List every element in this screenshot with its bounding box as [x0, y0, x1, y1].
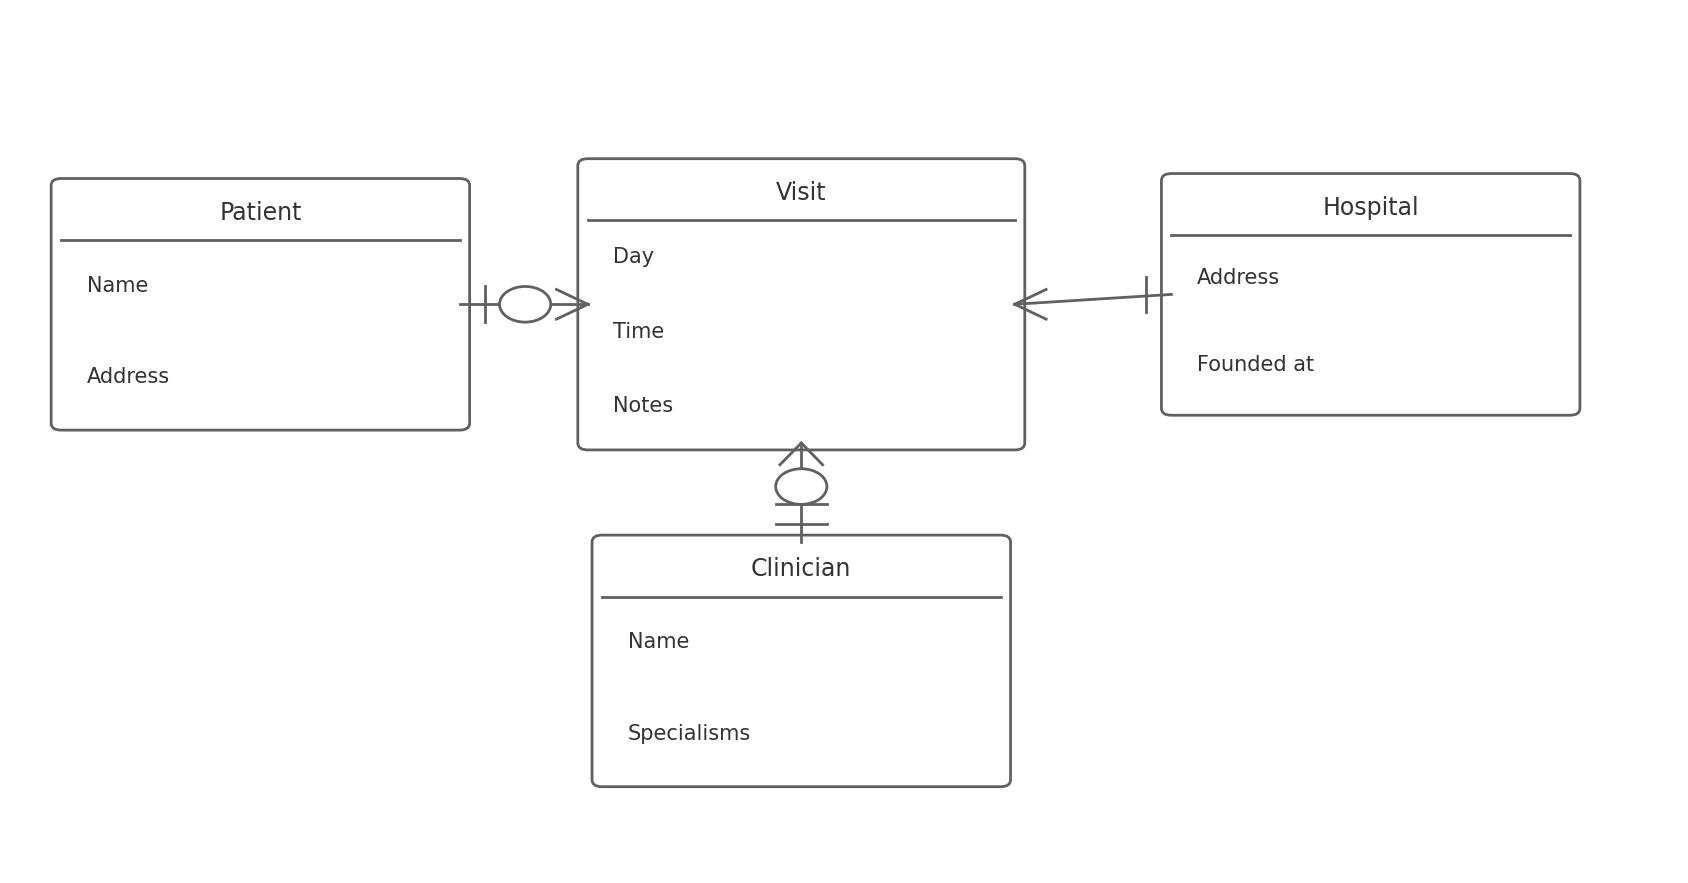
FancyBboxPatch shape: [592, 535, 1011, 787]
Circle shape: [776, 469, 827, 504]
FancyBboxPatch shape: [577, 159, 1025, 450]
Text: Time: Time: [613, 321, 665, 342]
Text: Founded at: Founded at: [1197, 355, 1315, 375]
Text: Hospital: Hospital: [1322, 196, 1420, 220]
Circle shape: [500, 286, 550, 322]
Text: Visit: Visit: [776, 181, 827, 205]
Text: Patient: Patient: [219, 200, 302, 224]
Text: Notes: Notes: [613, 396, 674, 416]
Text: Clinician: Clinician: [751, 557, 851, 581]
Text: Address: Address: [1197, 268, 1280, 289]
FancyBboxPatch shape: [51, 178, 469, 430]
Text: Address: Address: [86, 367, 170, 388]
Text: Specialisms: Specialisms: [628, 724, 751, 744]
Text: Name: Name: [86, 275, 149, 296]
Text: Day: Day: [613, 247, 655, 268]
FancyBboxPatch shape: [1161, 174, 1580, 415]
Text: Name: Name: [628, 632, 689, 653]
